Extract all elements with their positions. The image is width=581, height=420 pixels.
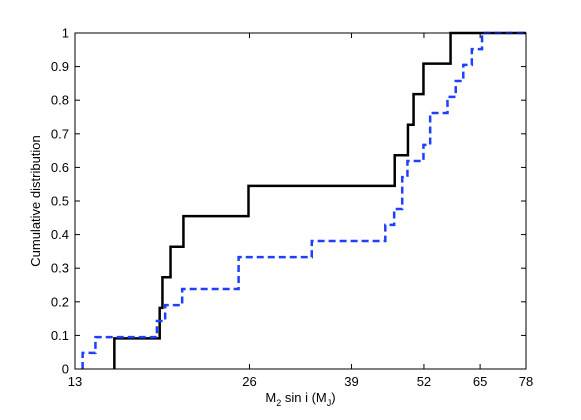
y-tick-label: 0.5 <box>51 194 69 209</box>
x-tick-label: 26 <box>242 374 256 389</box>
y-tick-label: 0.9 <box>51 59 69 74</box>
cdf-series-dashed <box>81 31 526 369</box>
cdf-series-solid <box>113 31 526 369</box>
x-axis-label-subscript: 2 <box>276 398 281 408</box>
y-axis-label: Cumulative distribution <box>28 135 43 267</box>
plot-frame <box>74 32 527 370</box>
x-axis-label-part: sin i (M <box>281 390 327 405</box>
x-tick-label: 13 <box>68 374 82 389</box>
y-tick-label: 0.3 <box>51 261 69 276</box>
y-tick-label: 0 <box>62 362 69 377</box>
x-tick-label: 52 <box>417 374 431 389</box>
y-tick-label: 0.8 <box>51 93 69 108</box>
x-axis-label-subscript: J <box>327 398 332 408</box>
x-tick-label: 78 <box>519 374 533 389</box>
ticks-layer: 13 26 39 52 65 78 0 0.1 0.2 0.3 0.4 0.5 0.6 0.7 0.8 0.9… <box>51 26 533 390</box>
x-tick-label: 39 <box>344 374 358 389</box>
x-axis-label-part: ) <box>331 390 335 405</box>
y-tick-label: 0.7 <box>51 126 69 141</box>
series-layer <box>81 31 526 369</box>
y-tick-label: 1 <box>62 26 69 41</box>
x-tick-label: 65 <box>473 374 487 389</box>
y-tick-label: 0.2 <box>51 294 69 309</box>
y-tick-label: 0.1 <box>51 328 69 343</box>
x-axis-label: M2 sin i (MJ) <box>265 390 335 408</box>
x-axis-label-part: M <box>265 390 276 405</box>
y-tick-label: 0.4 <box>51 227 69 242</box>
y-tick-label: 0.6 <box>51 160 69 175</box>
